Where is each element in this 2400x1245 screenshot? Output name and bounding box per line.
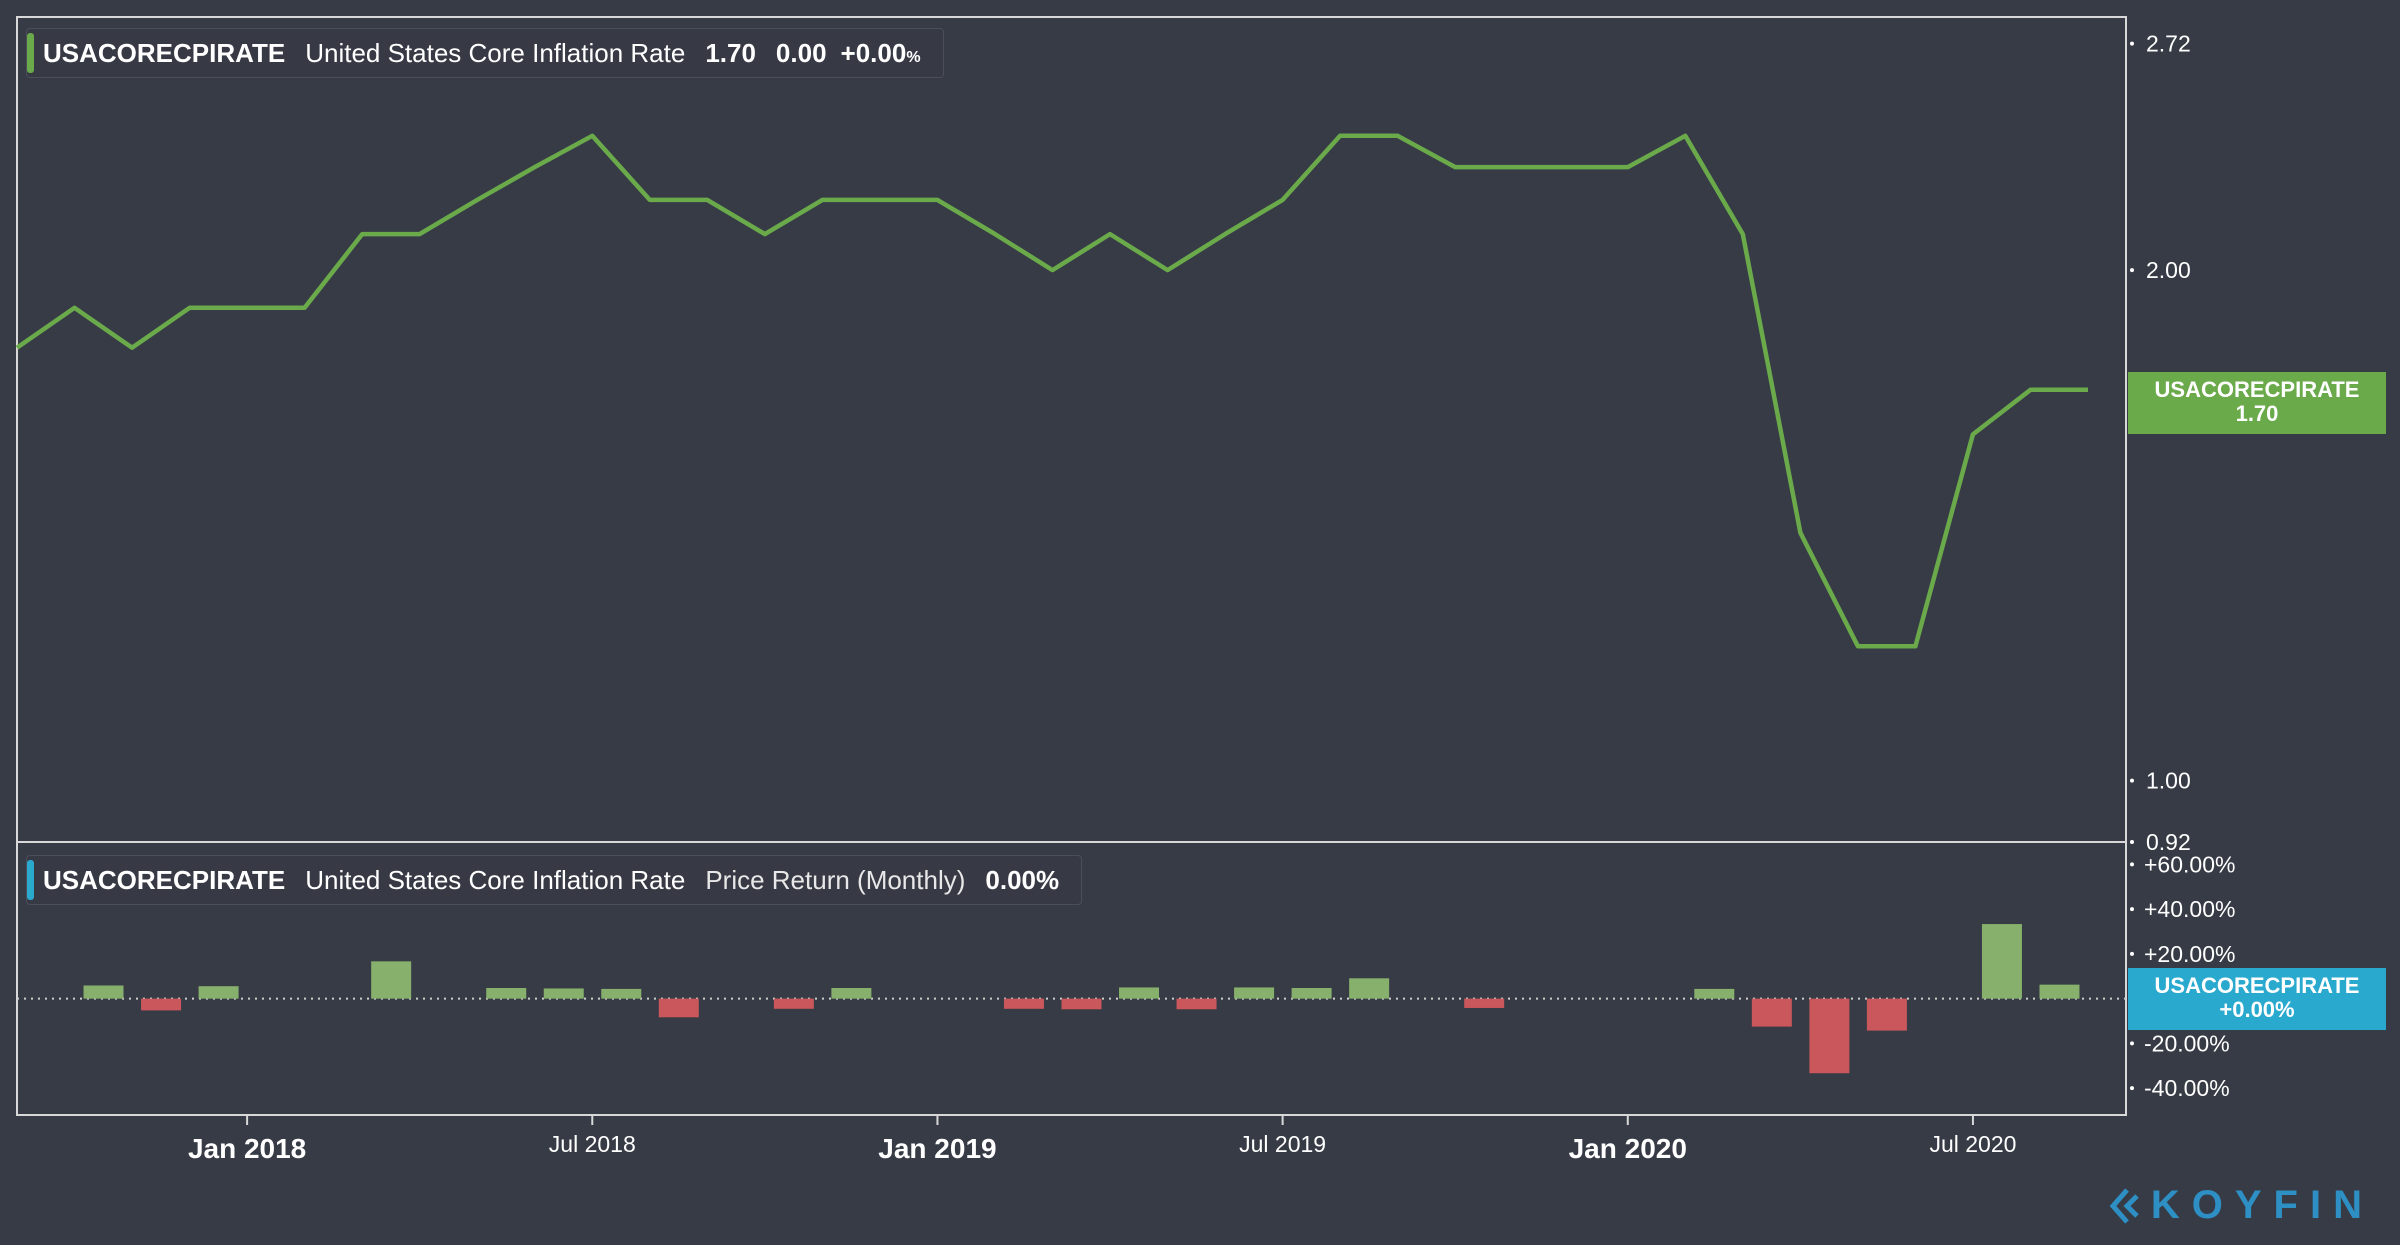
upper-price-tag: USACORECPIRATE 1.70 — [2128, 372, 2386, 434]
x-tick-label: Jul 2020 — [1929, 1131, 2016, 1157]
upper-legend-name: United States Core Inflation Rate — [305, 37, 686, 68]
return-bar — [2039, 984, 2080, 999]
return-bar — [486, 987, 527, 999]
x-tick-label: Jul 2018 — [549, 1131, 636, 1157]
lower-y-tick-label: +40.00% — [2144, 896, 2235, 922]
lower-pane-frame — [16, 841, 2127, 1116]
return-bar — [831, 987, 872, 999]
return-bar — [1003, 998, 1044, 1009]
x-tick-label: Jan 2020 — [1569, 1133, 1687, 1164]
upper-legend-change: 0.00 — [775, 37, 827, 68]
return-bar — [1694, 988, 1735, 999]
lower-tag-value: +0.00% — [2219, 997, 2295, 1022]
lower-legend-accent — [27, 860, 34, 900]
return-bar — [1291, 987, 1332, 999]
lower-y-tick-mark — [2130, 1041, 2134, 1046]
koyfin-logo-icon — [2109, 1187, 2139, 1224]
upper-y-tick-mark — [2130, 41, 2134, 46]
x-tick-label: Jan 2018 — [188, 1133, 306, 1164]
upper-tag-value: 1.70 — [2235, 401, 2279, 426]
koyfin-logo-text: KOYFIN — [2150, 1183, 2374, 1227]
lower-y-tick-mark — [2130, 907, 2134, 912]
return-bar — [658, 998, 699, 1018]
return-bar — [198, 986, 239, 999]
upper-y-axis: 2.72 2.00 1.00 0.92 — [2130, 31, 2191, 855]
upper-y-tick-label: 0.92 — [2146, 829, 2191, 855]
lower-price-tag: USACORECPIRATE +0.00% — [2128, 968, 2386, 1030]
return-bar — [543, 988, 584, 999]
x-axis: Jan 2018 Jul 2018 Jan 2019 Jul 2019 Jan 2020… — [188, 1115, 2016, 1164]
inflation-rate-line — [15, 133, 2088, 649]
lower-legend-symbol: USACORECPIRATE — [43, 864, 286, 895]
lower-y-tick-label: +60.00% — [2144, 851, 2235, 877]
return-bar — [1061, 998, 1102, 1010]
upper-legend-symbol: USACORECPIRATE — [43, 37, 286, 68]
lower-legend-name: United States Core Inflation Rate — [305, 864, 686, 895]
lower-y-tick-mark — [2130, 951, 2134, 956]
return-bar — [83, 985, 124, 999]
return-bar — [1981, 924, 2022, 999]
lower-y-tick-mark — [2130, 1086, 2134, 1091]
lower-legend[interactable]: USACORECPIRATE United States Core Inflat… — [26, 855, 1083, 905]
upper-tag-symbol: USACORECPIRATE — [2154, 377, 2360, 402]
return-bar — [1809, 998, 1850, 1074]
lower-legend-value: 0.00% — [985, 864, 1060, 895]
upper-y-tick-label: 2.00 — [2146, 257, 2191, 283]
upper-y-tick-label: 2.72 — [2146, 31, 2191, 57]
lower-y-tick-label: -40.00% — [2144, 1075, 2230, 1101]
lower-tag-symbol: USACORECPIRATE — [2154, 973, 2360, 998]
return-bar — [1119, 987, 1160, 999]
lower-y-tick-mark — [2130, 862, 2134, 867]
upper-pane-frame — [16, 16, 2127, 843]
return-bars — [83, 924, 2080, 1074]
upper-legend-change-pct: +0.00 — [840, 37, 907, 68]
koyfin-logo: KOYFIN — [2109, 1183, 2374, 1228]
return-bar — [601, 988, 642, 999]
return-bar — [1866, 998, 1907, 1031]
lower-y-tick-label: -20.00% — [2144, 1030, 2230, 1056]
upper-y-tick-label: 1.00 — [2146, 768, 2191, 794]
lower-y-tick-label: +20.00% — [2144, 941, 2235, 967]
lower-legend-metric: Price Return (Monthly) — [705, 864, 966, 895]
x-tick-label: Jan 2019 — [878, 1133, 996, 1164]
upper-legend-last: 1.70 — [705, 37, 756, 68]
return-bar — [1464, 998, 1505, 1008]
x-tick-label: Jul 2019 — [1239, 1131, 1326, 1157]
upper-legend-accent — [27, 33, 34, 73]
upper-y-tick-mark — [2130, 840, 2134, 844]
upper-legend[interactable]: USACORECPIRATE United States Core Inflat… — [26, 28, 944, 78]
return-bar — [1751, 998, 1792, 1027]
return-bar — [371, 961, 412, 999]
return-bar — [1349, 978, 1390, 999]
upper-legend-pct-unit: % — [906, 48, 921, 66]
upper-y-tick-mark — [2130, 778, 2134, 783]
return-bar — [1176, 998, 1217, 1010]
return-bar — [141, 998, 182, 1011]
upper-y-tick-mark — [2130, 268, 2134, 273]
return-bar — [1234, 987, 1275, 999]
return-bar — [773, 998, 814, 1009]
